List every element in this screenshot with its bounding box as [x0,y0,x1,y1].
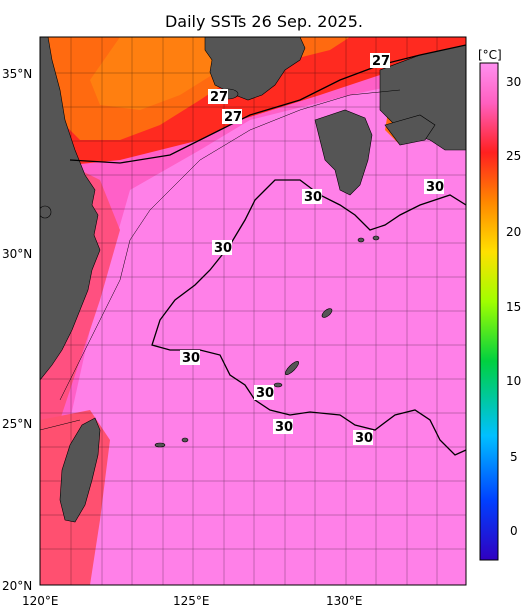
contour-label: 27 [224,110,242,125]
map-title: Daily SSTs 26 Sep. 2025. [164,12,363,31]
colorbar-unit: [°C] [478,48,502,62]
contour-labels: 27 27 27 30 30 30 30 30 30 30 [180,53,444,446]
isotherm-30 [151,179,466,456]
contour-label: 27 [372,54,390,69]
lon-label: 125°E [173,594,210,608]
colorbar-tick: 30 [506,75,521,89]
colorbar-tick: 25 [506,149,521,163]
korea-peninsula [204,37,306,101]
china-coast [40,37,101,381]
axis-labels: 120°E 125°E 130°E 35°N 30°N 25°N 20°N [2,67,363,608]
map-frame [39,36,467,586]
lat-label: 35°N [2,67,32,81]
japan-kyushu [314,109,373,196]
contour-label: 30 [214,241,232,256]
taiwan-island [59,417,101,523]
colorbar: [°C] 30 25 20 15 10 5 0 [478,48,521,561]
contour-label: 30 [275,420,293,435]
colorbar-tick: 5 [510,450,518,464]
lat-label: 20°N [2,579,32,593]
colorbar-tick: 20 [506,225,521,239]
colorbar-tick: 0 [510,524,518,538]
contour-label: 30 [182,351,200,366]
contour-label: 30 [256,386,274,401]
contour-label: 30 [426,180,444,195]
isotherm-contours [40,44,466,456]
contour-label: 30 [304,190,322,205]
japan-shikoku [384,114,436,146]
contour-label: 27 [210,90,228,105]
land-areas [40,37,466,523]
lon-label: 130°E [326,594,363,608]
colorbar-tick: 15 [506,300,521,314]
colorbar-tick: 10 [506,374,521,388]
colorbar-scale [479,62,499,561]
lon-label: 120°E [22,594,59,608]
lat-label: 25°N [2,417,32,431]
lat-label: 30°N [2,247,32,261]
contour-label: 30 [355,431,373,446]
isotherm-27 [69,44,466,164]
